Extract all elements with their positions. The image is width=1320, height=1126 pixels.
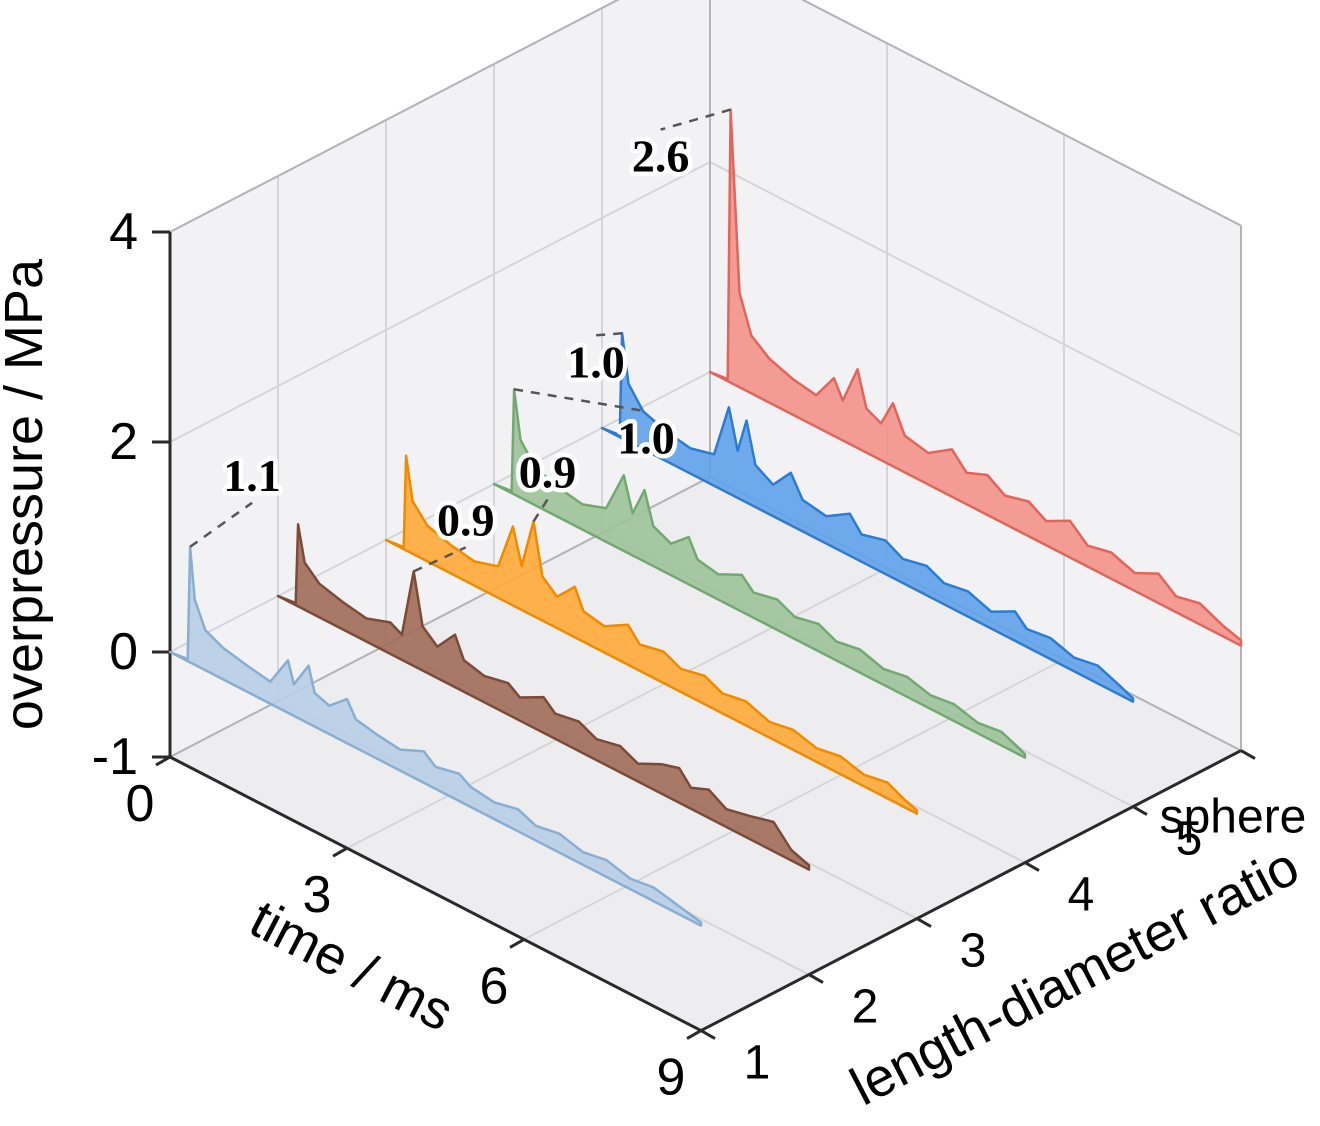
x-axis-tick-label: 9 <box>657 1049 686 1107</box>
y-axis-tick-label: 3 <box>960 925 987 978</box>
grid-line-floor-time <box>346 567 888 850</box>
series-trace-3 <box>384 454 919 815</box>
y-axis-tick-label: 1 <box>744 1037 771 1090</box>
annotation-leader-line <box>660 108 731 131</box>
x-axis-title: time / ms <box>241 889 463 1043</box>
x-axis-tick-label: 6 <box>480 957 509 1015</box>
grid-line-left-wall-z <box>169 161 711 443</box>
annotation-leader-line <box>189 501 253 548</box>
y-tick-mark <box>808 973 824 984</box>
y-tick-mark <box>1132 805 1148 816</box>
x-axis-tick-label: 0 <box>126 775 155 833</box>
y-axis-spine <box>700 749 1242 1032</box>
x-axis-tick-label: 3 <box>303 866 332 924</box>
x-tick-mark <box>332 846 348 858</box>
grid-line-floor-time <box>523 658 1065 941</box>
annotation-leader-line <box>596 332 623 337</box>
peak-annotation-label: 1.1 <box>223 450 281 501</box>
y-tick-mark <box>1240 749 1256 760</box>
y-axis-tick-label: sphere <box>1160 791 1307 844</box>
series-trace-4 <box>492 388 1027 759</box>
peak-annotation-label: 1.0 <box>567 336 625 387</box>
x-tick-mark <box>509 938 525 949</box>
box-edge <box>169 0 1242 233</box>
peak-annotation-label: 2.6 <box>632 131 690 182</box>
y-tick-mark <box>1024 861 1040 872</box>
y-tick-mark <box>700 1029 716 1040</box>
series-trace-5 <box>600 332 1135 703</box>
grid-line-right-wall-z <box>709 161 1242 437</box>
z-axis-title: overpressure / MPa <box>0 258 54 730</box>
series-trace-2 <box>276 523 811 871</box>
z-axis-tick-label: 4 <box>109 203 138 261</box>
peak-annotation-label: 0.9 <box>519 447 577 498</box>
y-axis-tick-label: 2 <box>852 981 879 1034</box>
z-axis-tick-label: 2 <box>109 413 138 471</box>
z-axis-tick-label: 0 <box>109 623 138 681</box>
series-trace-sphere <box>708 108 1243 647</box>
y-axis-tick-label: 4 <box>1068 869 1095 922</box>
x-axis-spine <box>169 755 702 1032</box>
y-tick-mark <box>916 917 932 928</box>
y-axis-tick-label: 5 <box>1176 813 1203 866</box>
peak-annotation-label: 1.0 <box>617 412 675 463</box>
annotation-leader-line <box>513 388 647 413</box>
series-trace-1 <box>168 545 703 927</box>
x-tick-mark <box>686 1029 702 1040</box>
annotation-leader-line <box>532 498 549 523</box>
z-axis-tick-label: -1 <box>92 728 138 786</box>
peak-annotation-label: 0.9 <box>437 494 495 545</box>
x-tick-mark <box>155 755 171 767</box>
